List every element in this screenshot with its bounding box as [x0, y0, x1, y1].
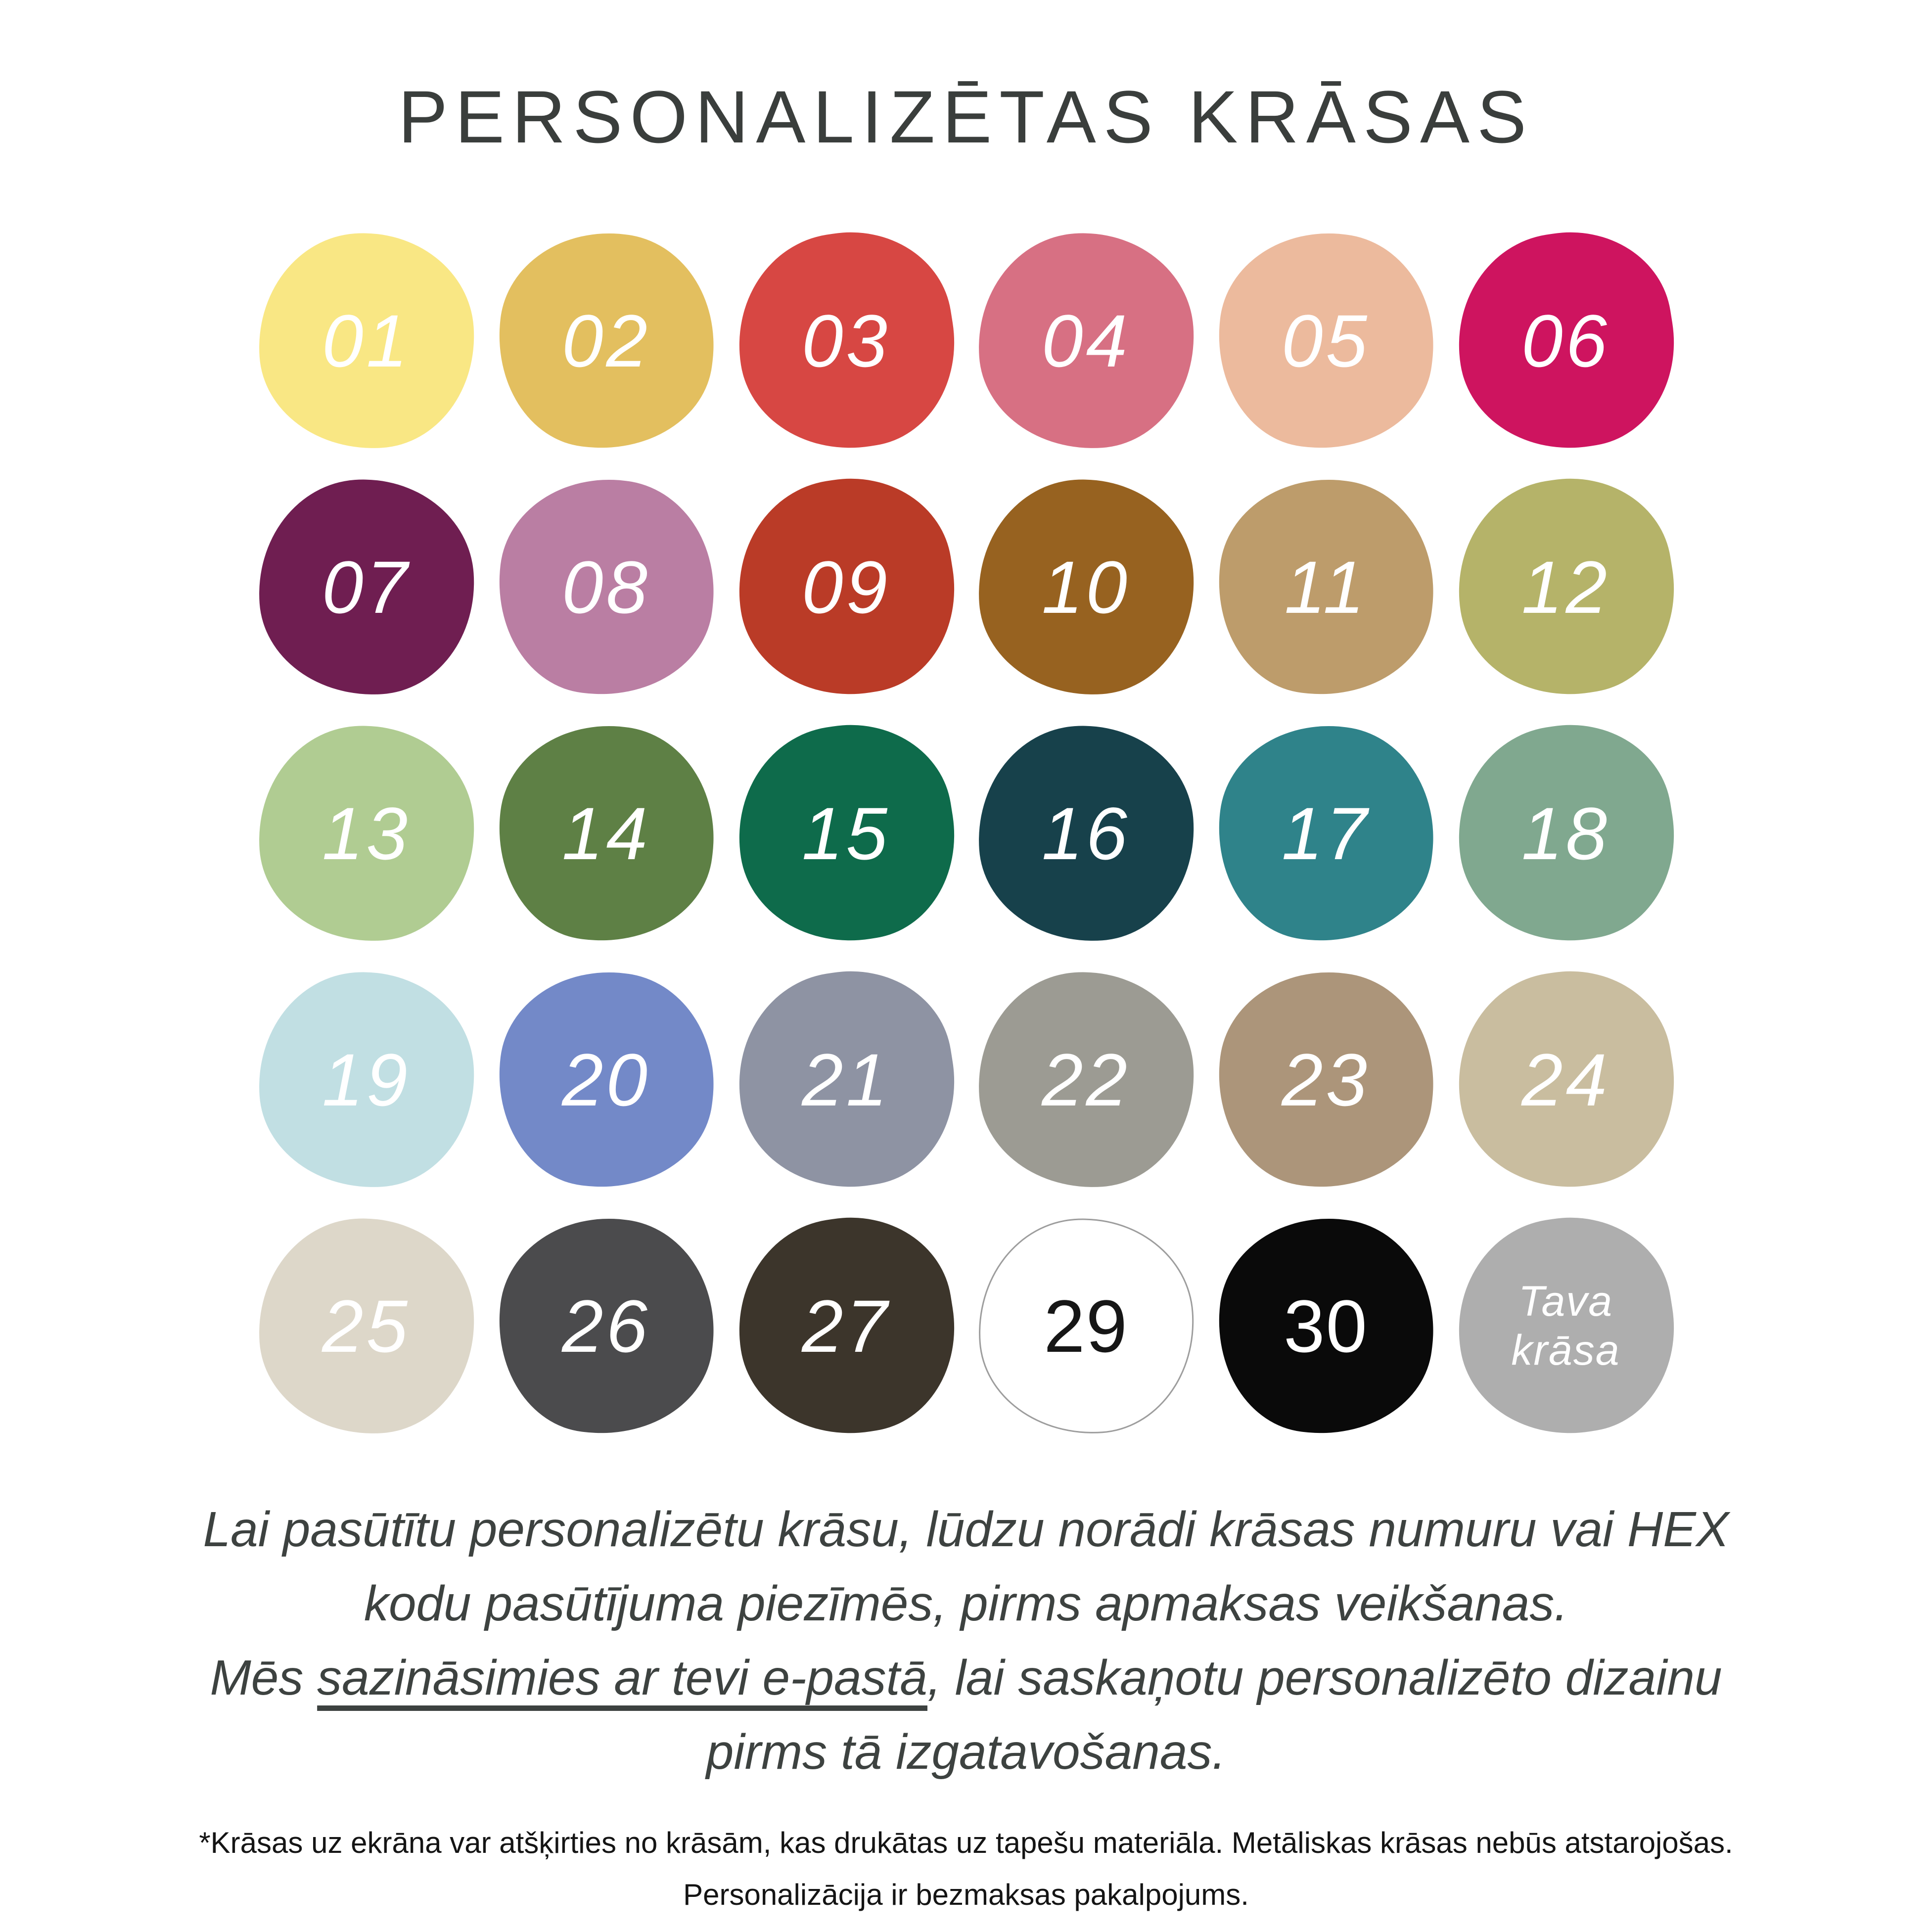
- color-swatch-04[interactable]: 04: [970, 226, 1201, 456]
- color-swatch-12[interactable]: 12: [1442, 463, 1689, 711]
- swatch-label: 26: [562, 1285, 650, 1368]
- color-swatch-19[interactable]: 19: [251, 965, 482, 1195]
- swatch-label: 25: [322, 1285, 411, 1368]
- color-swatch-09[interactable]: 09: [723, 463, 969, 711]
- swatch-label: 03: [802, 299, 890, 382]
- swatch-label: 01: [322, 299, 411, 382]
- swatch-label: 17: [1282, 792, 1370, 875]
- color-swatch-11[interactable]: 11: [1205, 467, 1446, 707]
- color-swatch-06[interactable]: 06: [1442, 217, 1689, 464]
- color-swatch-02[interactable]: 02: [486, 221, 727, 461]
- color-swatch-16[interactable]: 16: [970, 718, 1201, 949]
- color-swatch-29[interactable]: 29: [970, 1211, 1201, 1441]
- instructions-line-4: pirms tā izgatavošanas.: [706, 1724, 1226, 1780]
- instructions-line-1: Lai pasūtītu personalizētu krāsu, lūdzu …: [203, 1502, 1729, 1557]
- color-swatch-24[interactable]: 24: [1442, 956, 1689, 1203]
- swatch-label: 15: [802, 792, 890, 875]
- color-swatch-17[interactable]: 17: [1205, 713, 1446, 954]
- swatch-label: 29: [1044, 1285, 1128, 1368]
- swatch-label: 05: [1282, 299, 1370, 382]
- color-swatch-26[interactable]: 26: [486, 1206, 727, 1446]
- instructions-line-2: kodu pasūtījuma piezīmēs, pirms apmaksas…: [364, 1576, 1568, 1631]
- color-swatch-01[interactable]: 01: [251, 226, 482, 456]
- color-swatch-08[interactable]: 08: [486, 467, 727, 707]
- swatch-label: 04: [1042, 299, 1130, 382]
- ordering-instructions: Lai pasūtītu personalizētu krāsu, lūdzu …: [63, 1492, 1869, 1789]
- email-contact-underlined-text: sazināsimies ar tevi e-pastā: [317, 1650, 927, 1705]
- page-title: PERSONALIZĒTAS KRĀSAS: [398, 75, 1534, 158]
- swatch-label: 20: [562, 1038, 650, 1121]
- disclaimer-line-2: Personalizācija ir bezmaksas pakalpojums…: [683, 1878, 1249, 1911]
- color-swatch-23[interactable]: 23: [1205, 960, 1446, 1200]
- color-swatch-10[interactable]: 10: [970, 472, 1201, 702]
- swatch-label: 24: [1521, 1038, 1610, 1121]
- swatch-label: 10: [1042, 546, 1130, 629]
- color-swatch-18[interactable]: 18: [1442, 710, 1689, 957]
- color-swatch-25[interactable]: 25: [251, 1211, 482, 1441]
- swatch-label: 27: [802, 1285, 890, 1368]
- color-swatch-03[interactable]: 03: [723, 217, 969, 464]
- swatch-label: Tava krāsa: [1511, 1278, 1620, 1374]
- swatch-label: 08: [562, 546, 650, 629]
- swatch-label: 12: [1521, 546, 1610, 629]
- swatch-label: 30: [1284, 1285, 1368, 1368]
- swatch-label: 09: [802, 546, 890, 629]
- swatch-label: 11: [1284, 546, 1368, 629]
- swatch-label: 14: [562, 792, 650, 875]
- color-swatch-07[interactable]: 07: [251, 472, 482, 702]
- color-swatch-20[interactable]: 20: [486, 960, 727, 1200]
- swatch-label: 02: [562, 299, 650, 382]
- swatch-label: 13: [322, 792, 411, 875]
- color-swatch-tava-krāsa[interactable]: Tava krāsa: [1442, 1202, 1689, 1450]
- disclaimer-line-1: *Krāsas uz ekrāna var atšķirties no krās…: [199, 1826, 1733, 1859]
- color-swatch-21[interactable]: 21: [723, 956, 969, 1203]
- swatch-label: 07: [322, 546, 411, 629]
- swatch-label: 06: [1521, 299, 1610, 382]
- swatch-grid: 01 02 03 04 05 06 07 08 09 10 11 12 13 14 15 16 17 18 19 20…: [251, 217, 1689, 1450]
- swatch-label: 18: [1521, 792, 1610, 875]
- swatch-label: 19: [322, 1038, 411, 1121]
- color-swatch-14[interactable]: 14: [486, 713, 727, 954]
- disclaimer: *Krāsas uz ekrāna var atšķirties no krās…: [21, 1817, 1911, 1921]
- color-swatch-27[interactable]: 27: [723, 1202, 969, 1450]
- color-swatch-22[interactable]: 22: [970, 965, 1201, 1195]
- color-swatch-15[interactable]: 15: [723, 710, 969, 957]
- color-swatch-30[interactable]: 30: [1205, 1206, 1446, 1446]
- instructions-line-3: Mēs sazināsimies ar tevi e-pastā, lai sa…: [210, 1650, 1722, 1705]
- color-swatch-13[interactable]: 13: [251, 718, 482, 949]
- swatch-label: 21: [802, 1038, 890, 1121]
- swatch-label: 22: [1042, 1038, 1130, 1121]
- color-swatch-05[interactable]: 05: [1205, 221, 1446, 461]
- swatch-label: 16: [1042, 792, 1130, 875]
- swatch-label: 23: [1282, 1038, 1370, 1121]
